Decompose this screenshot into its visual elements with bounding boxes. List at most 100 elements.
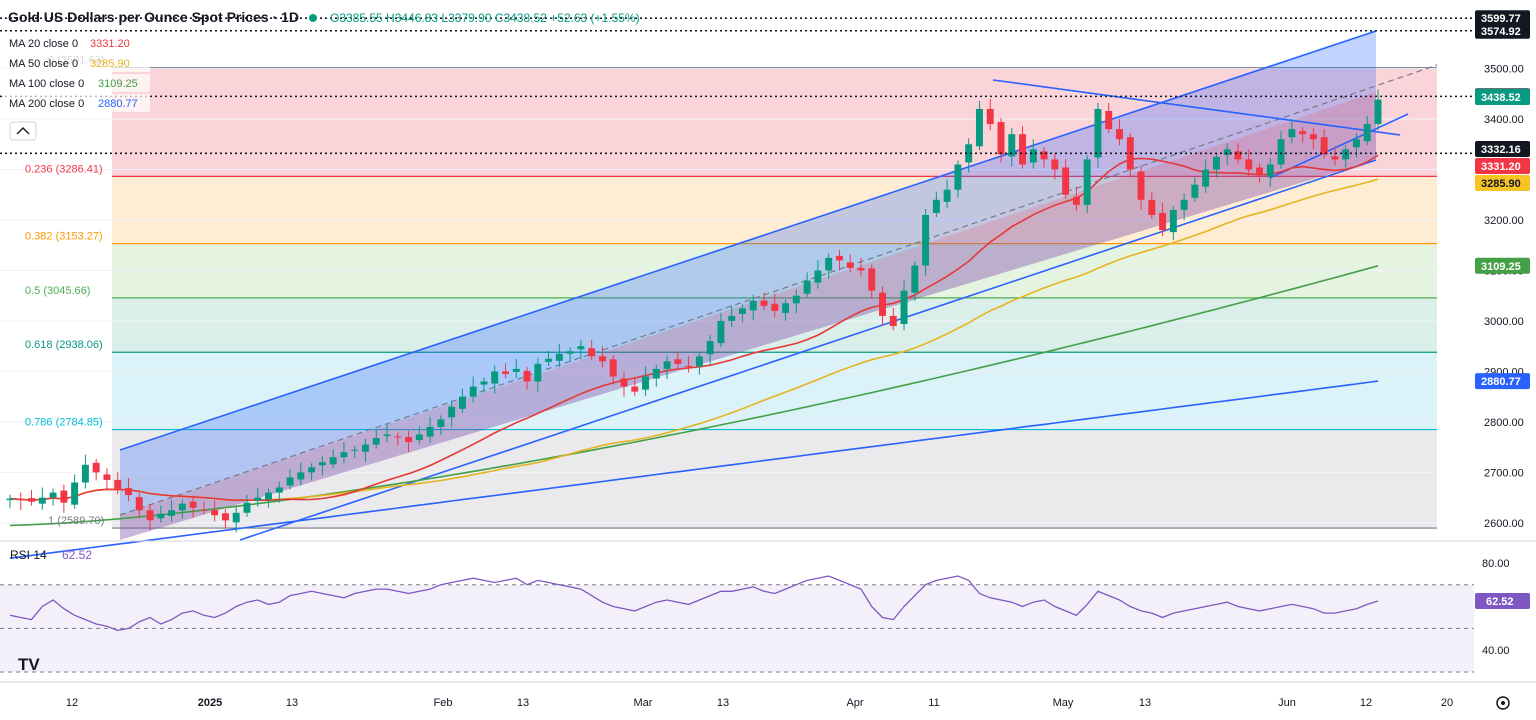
candle-body [1105,110,1113,130]
price-badge-bg [1475,158,1530,174]
channel-lower-fill [120,92,1376,540]
candle-body [28,498,36,502]
candle-body [975,108,983,147]
candle [577,340,585,360]
candle-body [1137,171,1145,200]
candle-body [1288,129,1296,138]
candle-body [49,492,57,498]
candle [17,492,25,511]
horizontal-lines[interactable] [0,17,1474,155]
candle [534,357,542,392]
legend-header: Gold US Dollars per Ounce Spot Prices · … [8,9,640,25]
candle-body [1008,134,1016,157]
rsi-value: 62.52 [62,548,92,562]
candle [609,355,617,385]
time-tick: 13 [286,697,298,709]
candle-body [1116,129,1123,140]
ma-legend-value: 2880.77 [98,98,138,110]
candle [1019,126,1027,169]
candle [566,347,574,362]
candle [922,208,930,276]
chevron-up-icon [16,127,30,135]
candle [943,179,951,208]
candle [1245,149,1253,176]
candle-body [954,164,962,190]
candle [297,462,305,486]
candle-body [71,482,79,505]
channel-fill [120,31,1376,540]
candle [200,501,208,515]
price-badge: 3331.20 [1475,158,1530,174]
candle [1212,152,1220,178]
candle-body [943,189,951,202]
candle-body [588,348,596,357]
candle [642,366,650,396]
candle-body [297,472,305,480]
candle-body [92,462,100,473]
candle-body [168,510,176,516]
candle-body [1320,137,1328,155]
trend-channel[interactable] [119,30,1438,541]
candle [469,376,477,403]
candle [361,438,369,462]
candle [351,445,359,459]
candle [1277,131,1285,169]
candle-body [986,108,994,125]
ma-legend[interactable]: MA 20 close 0 3331.20 MA 50 close 0 3285.90… [4,34,150,112]
price-badge-bg [1475,175,1530,191]
fib-level-label: 0.618 (2938.06) [25,339,103,351]
candle [308,463,316,481]
price-axis[interactable]: 3500.003400.003300.003200.003100.003000.… [1474,0,1536,720]
candle [329,449,337,469]
candle-body [771,303,779,311]
candle [792,289,800,314]
collapse-legend-button[interactable] [9,121,37,141]
candle [1062,159,1070,199]
candle-body [1299,131,1307,135]
candle-body [125,488,132,496]
candlestick-series [6,89,1382,533]
candle-body [631,386,639,392]
rsi-badge: 62.52 [1475,593,1530,610]
candle [1094,102,1102,168]
candle-body [340,452,348,458]
time-tick: Mar [634,697,653,709]
candle-body [523,370,531,382]
rsi-tick: 80.00 [1482,558,1510,570]
candle-body [308,467,316,473]
candle-body [211,510,219,516]
candle-body [555,353,563,361]
candle-body [38,497,46,504]
candle-body [1277,139,1285,165]
ma-legend-label: MA 100 close 0 [9,78,84,90]
candle-body [760,300,768,306]
price-tick: 2700.00 [1484,467,1524,479]
tradingview-logo[interactable]: TV [18,655,40,674]
candle-body [738,308,746,314]
candle-body [1169,209,1177,233]
ma-20-line [9,154,1379,501]
candle-body [232,512,240,523]
candle [975,100,983,151]
candle-body [1019,134,1027,165]
time-tick: 11 [928,697,939,709]
candle [1148,191,1156,219]
rsi-pane[interactable]: 80.00 40.00 62.52 [0,540,1536,673]
candle [685,355,693,373]
price-badge-text: 3438.52 [1481,92,1521,104]
candle-body [545,358,553,362]
candle-body [383,434,391,437]
candle-body [1159,212,1167,231]
candle-body [286,477,294,486]
candle [318,456,326,476]
settings-gear-icon[interactable] [1496,696,1510,710]
candle [846,254,854,272]
candle [782,299,790,321]
time-axis[interactable]: 12 2025 13 Feb 13 Mar 13 Apr 11 May 13 Jun 12 20 [0,681,1536,709]
candle-body [157,513,165,519]
price-badge: 3574.92 [1475,22,1530,39]
candle-body [846,262,854,268]
candle-body [1094,108,1102,158]
candle-body [1245,159,1253,170]
